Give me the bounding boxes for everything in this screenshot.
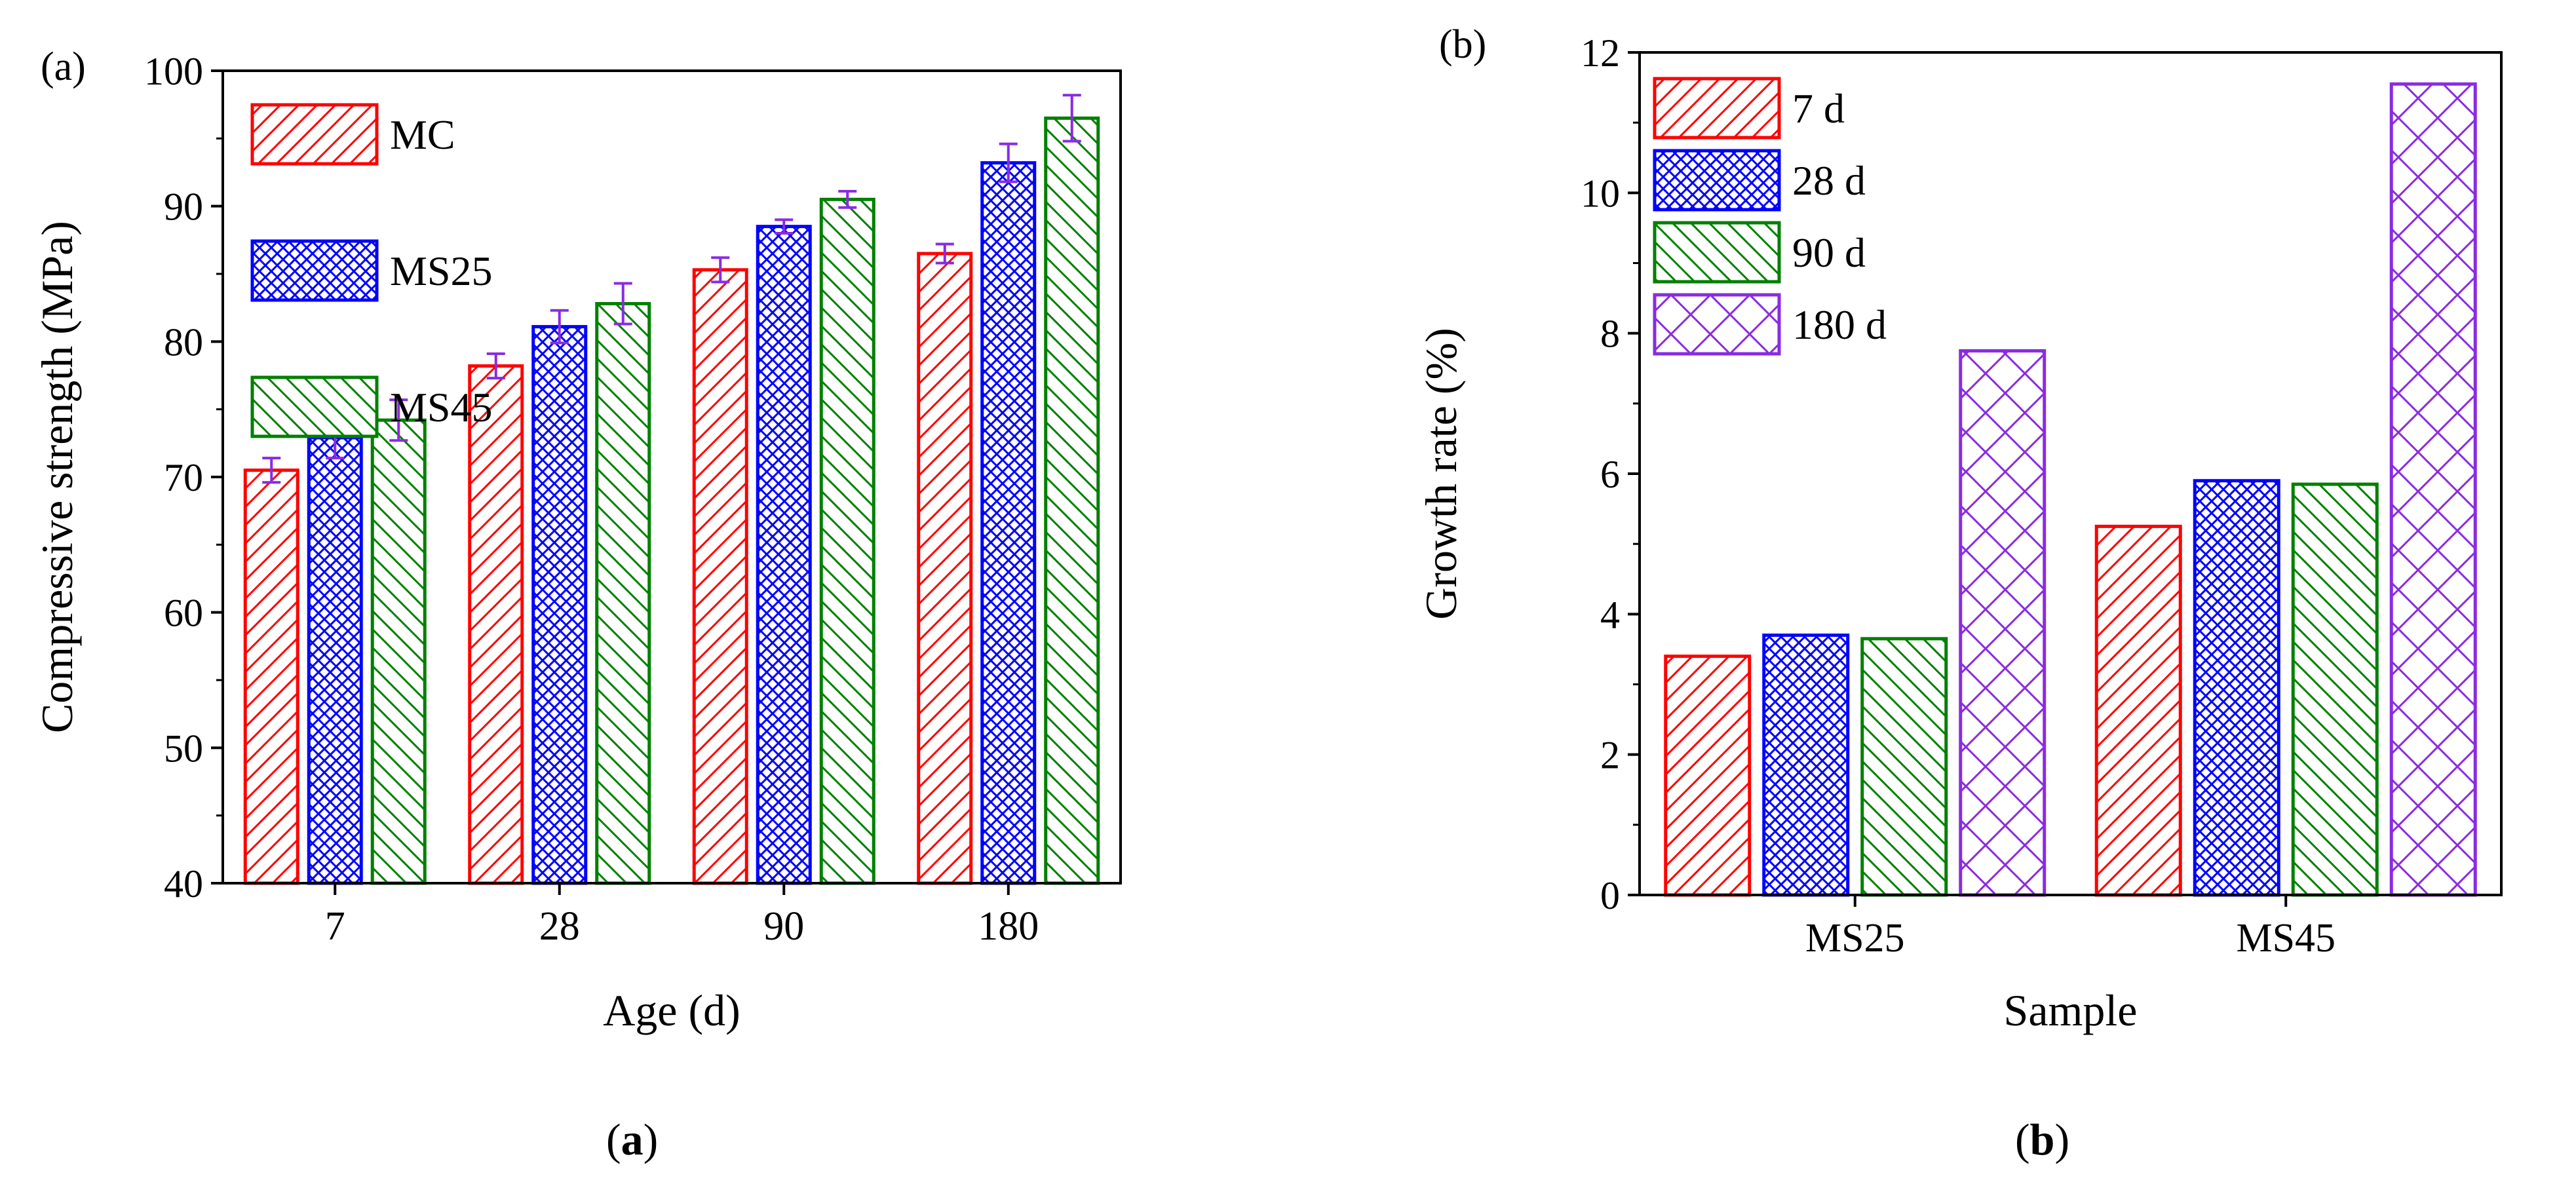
- caption-a: (a): [606, 1114, 658, 1166]
- bar-MS45-90d: [2291, 482, 2379, 897]
- error-bar-7-MC: [262, 457, 281, 484]
- error-bar-28-MC: [486, 352, 505, 380]
- panel-label: (a): [41, 45, 86, 89]
- x-tick-label-28: 28: [539, 904, 580, 949]
- bar-180-MS25: [980, 161, 1037, 885]
- chart-panel-b: 0 2 4 6 8 10 12 MS25 MS45 Sample Growth rate (%) (b…: [1416, 22, 2503, 1035]
- error-bar-180-MS25: [999, 142, 1018, 183]
- y-tick-label-2: 2: [1600, 734, 1620, 777]
- bar-180-MC: [917, 252, 973, 885]
- bar-MS45-180d: [2389, 82, 2477, 897]
- y-tick-label-6: 6: [1600, 453, 1620, 496]
- y-tick-label-70: 70: [164, 456, 203, 499]
- caption-b-close: ): [2054, 1114, 2070, 1164]
- chart-panel-a: 40 50 60 70 80 90 100 7 28 90 180 Age (d) Compressiv…: [32, 45, 1122, 1035]
- error-bar-180-MC: [935, 242, 954, 265]
- y-tick-label-80: 80: [164, 320, 203, 364]
- error-bar-28-MS25: [550, 309, 569, 345]
- caption-a-letter: a: [621, 1114, 644, 1164]
- bar-7-MS25: [307, 436, 363, 885]
- legend-swatch-7d: [1653, 77, 1781, 140]
- bar-7-MC: [243, 468, 299, 885]
- bar-7-MS45: [370, 418, 427, 885]
- bar-MS45-28d: [2193, 479, 2280, 897]
- bar-MS25-180d: [1959, 349, 2047, 897]
- y-tick-label-0: 0: [1600, 874, 1620, 917]
- x-axis-label: Sample: [2004, 985, 2138, 1035]
- caption-b: (b): [2015, 1114, 2069, 1166]
- y-tick-label-50: 50: [164, 727, 203, 770]
- y-tick-label-100: 100: [144, 50, 203, 93]
- legend-swatch-90d: [1653, 221, 1781, 284]
- bar-90-MC: [692, 268, 748, 885]
- y-tick-label-4: 4: [1600, 593, 1620, 636]
- error-bar-90-MS45: [838, 189, 857, 209]
- bar-MS25-28d: [1762, 633, 1850, 897]
- error-bar-180-MS45: [1062, 94, 1081, 143]
- x-tick-label-7: 7: [325, 904, 345, 949]
- y-tick-label-90: 90: [164, 185, 203, 229]
- bar-MS25-90d: [1860, 637, 1948, 897]
- error-bar-28-MS45: [613, 282, 632, 326]
- legend-label-28d: 28 d: [1792, 157, 1866, 204]
- bar-90-MS45: [819, 197, 875, 885]
- legend-swatch-MS45: [250, 375, 379, 438]
- bar-90-MS25: [756, 225, 812, 885]
- error-bar-90-MC: [711, 256, 730, 284]
- caption-b-open: (: [2015, 1114, 2030, 1164]
- caption-a-open: (: [606, 1114, 621, 1164]
- bar-MS25-7d: [1664, 655, 1752, 897]
- legend-label-MS45: MS45: [390, 384, 493, 430]
- legend-swatch-28d: [1653, 149, 1781, 212]
- error-bar-90-MS25: [775, 218, 794, 235]
- x-tick-label-90: 90: [763, 904, 804, 949]
- caption-a-close: ): [643, 1114, 659, 1164]
- bar-28-MC: [468, 364, 524, 885]
- error-bar-7-MS45: [389, 398, 408, 442]
- y-axis-label: Growth rate (%): [1416, 328, 1466, 620]
- legend-label-180d: 180 d: [1792, 301, 1887, 348]
- legend-label-7d: 7 d: [1792, 85, 1845, 132]
- bar-28-MS25: [531, 325, 588, 885]
- bar-180-MS45: [1044, 116, 1100, 885]
- legend-swatch-MC: [250, 103, 379, 166]
- x-tick-label-MS45: MS45: [2236, 916, 2336, 961]
- legend-label-MS25: MS25: [390, 248, 493, 294]
- bar-28-MS45: [595, 301, 651, 885]
- legend-swatch-MS25: [250, 239, 379, 302]
- x-tick-label-MS25: MS25: [1805, 916, 1905, 961]
- x-tick-label-180: 180: [978, 904, 1039, 949]
- legend-label-90d: 90 d: [1792, 229, 1866, 276]
- y-tick-label-8: 8: [1600, 313, 1620, 356]
- y-tick-label-40: 40: [164, 862, 203, 905]
- caption-b-letter: b: [2029, 1114, 2055, 1164]
- y-tick-label-60: 60: [164, 592, 203, 635]
- panel-label: (b): [1439, 22, 1486, 67]
- legend-swatch-180d: [1653, 293, 1781, 356]
- legend-label-MC: MC: [390, 111, 455, 158]
- x-axis-label: Age (d): [603, 985, 740, 1035]
- bar-MS45-7d: [2094, 524, 2182, 897]
- y-tick-label-10: 10: [1581, 172, 1620, 215]
- y-tick-label-12: 12: [1581, 31, 1620, 75]
- y-axis-label: Compressive strength (MPa): [32, 221, 82, 733]
